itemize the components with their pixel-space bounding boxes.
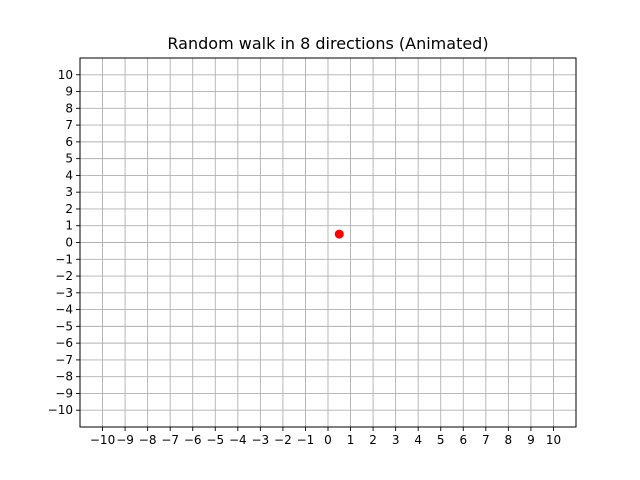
data-points (334, 229, 344, 239)
x-tick-label: 1 (347, 433, 355, 447)
x-tick-label: 2 (369, 433, 377, 447)
x-tick-label: 9 (527, 433, 535, 447)
x-tick-label: −3 (252, 433, 270, 447)
x-tick-label: 5 (437, 433, 445, 447)
y-tick-label: 2 (65, 202, 73, 216)
x-tick-label: −1 (297, 433, 315, 447)
x-tick-label: 6 (459, 433, 467, 447)
x-tick-label: 10 (546, 433, 561, 447)
y-tick-label: −8 (55, 370, 73, 384)
x-tick-label: −5 (206, 433, 224, 447)
y-tick-label: −7 (55, 353, 73, 367)
y-tick-label: 1 (65, 219, 73, 233)
y-tick-label: 10 (58, 68, 73, 82)
y-tick-label: −9 (55, 386, 73, 400)
y-tick-label: 7 (65, 118, 73, 132)
grid-lines (80, 58, 576, 427)
y-tick-label: −4 (55, 303, 73, 317)
x-tick-label: −6 (184, 433, 202, 447)
y-tick-label: 9 (65, 85, 73, 99)
x-tick-label: −9 (116, 433, 134, 447)
y-tick-label: −10 (48, 403, 73, 417)
x-tick-label: −8 (139, 433, 157, 447)
y-tick-label: −6 (55, 336, 73, 350)
x-tick-label: 3 (392, 433, 400, 447)
x-tick-labels: −10 −9 −8 −7 −6 −5 −4 −3 −2 −1 0 1 2 3 4 5 6 7 8 9 10 (90, 433, 561, 447)
x-tick-label: 8 (505, 433, 513, 447)
x-tick-label: 4 (414, 433, 422, 447)
y-tick-label: −1 (55, 252, 73, 266)
axis-ticks (76, 74, 554, 431)
x-tick-label: −10 (90, 433, 115, 447)
y-tick-label: 8 (65, 101, 73, 115)
x-tick-label: 0 (324, 433, 332, 447)
y-tick-label: −5 (55, 319, 73, 333)
x-tick-label: −4 (229, 433, 247, 447)
y-tick-label: −2 (55, 269, 73, 283)
y-tick-label: 4 (65, 168, 73, 182)
y-tick-label: 3 (65, 185, 73, 199)
y-tick-label: −3 (55, 286, 73, 300)
x-tick-label: −2 (274, 433, 292, 447)
walker-point (334, 229, 344, 239)
x-tick-label: −7 (161, 433, 179, 447)
y-tick-label: 5 (65, 152, 73, 166)
y-tick-label: 6 (65, 135, 73, 149)
chart-title: Random walk in 8 directions (Animated) (167, 34, 488, 53)
y-tick-label: 0 (65, 236, 73, 250)
x-tick-label: 7 (482, 433, 490, 447)
